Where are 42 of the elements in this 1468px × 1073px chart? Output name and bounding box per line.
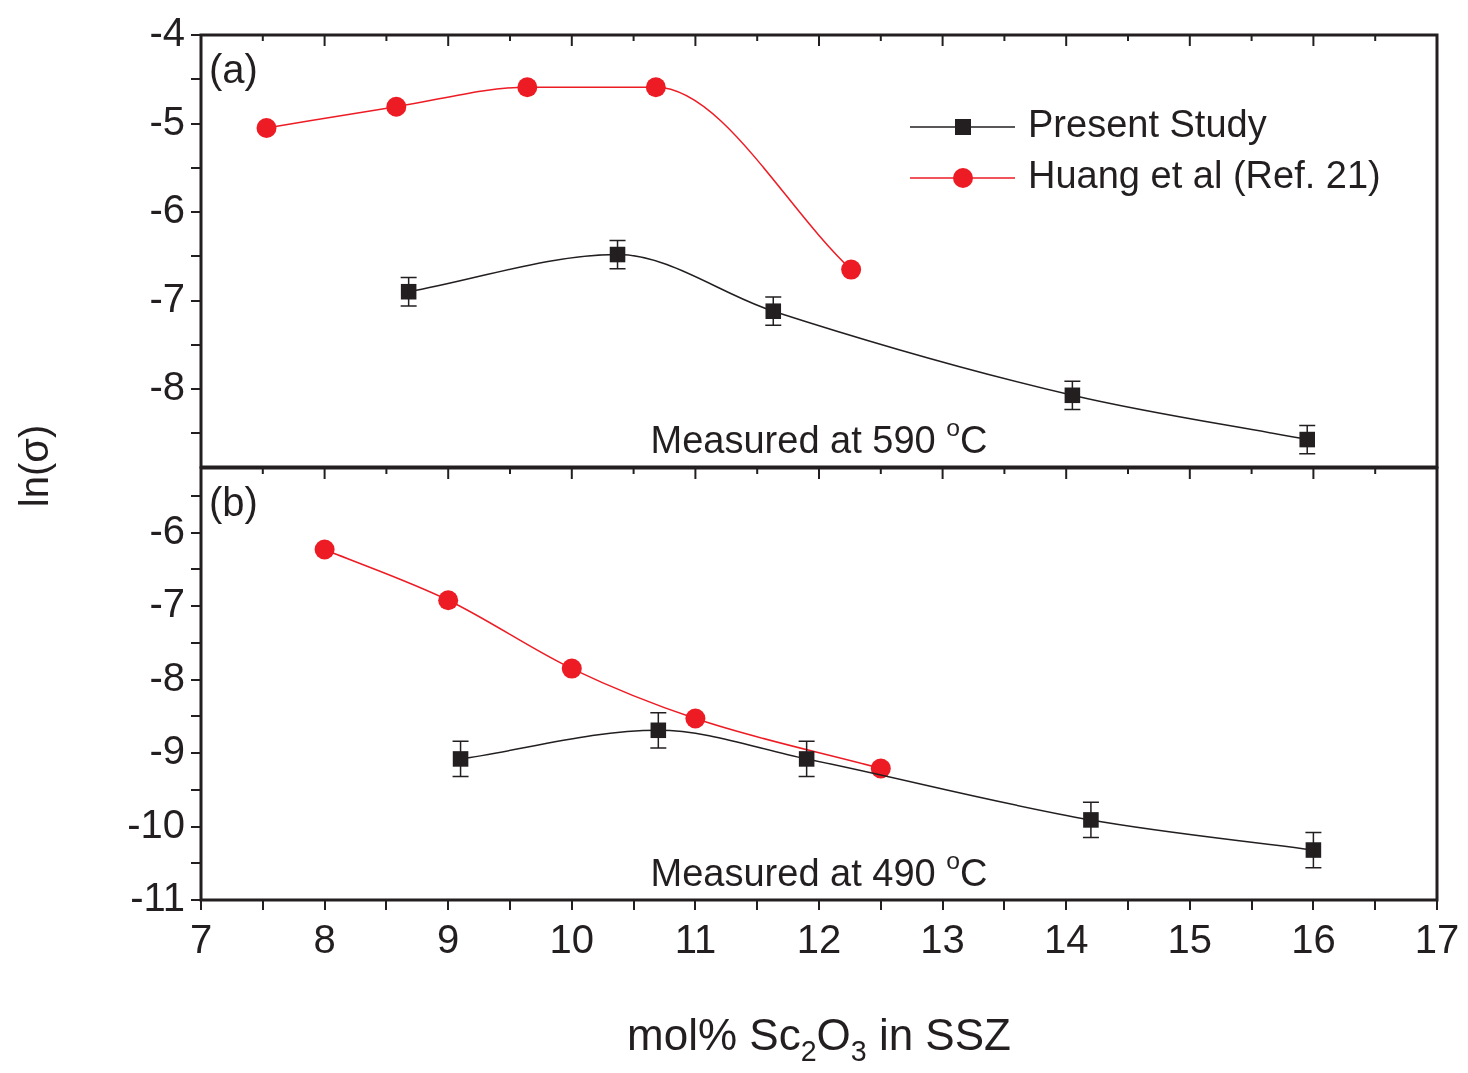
annotation: (b) xyxy=(209,480,258,524)
y-tick-label: -5 xyxy=(149,98,185,143)
y-tick-label: -8 xyxy=(149,654,185,699)
x-tick-label: 8 xyxy=(313,917,336,962)
point xyxy=(870,758,891,779)
y-tick-label: -6 xyxy=(149,507,185,552)
annotation: (a) xyxy=(209,47,258,91)
x-tick-label: 15 xyxy=(1167,917,1213,962)
x-tick-label: 11 xyxy=(674,917,717,962)
legend-label: Huang et al (Ref. 21) xyxy=(1028,154,1381,197)
y-tick-label: -9 xyxy=(149,728,185,773)
x-tick-label: 12 xyxy=(796,917,842,962)
y-tick-label: -7 xyxy=(149,275,185,320)
point xyxy=(438,590,459,611)
y-tick-label: -4 xyxy=(149,10,185,55)
point xyxy=(1083,812,1099,828)
y-tick-label: -8 xyxy=(149,364,185,409)
x-tick-label: 13 xyxy=(920,917,965,962)
point xyxy=(314,539,335,560)
x-tick-label: 14 xyxy=(1043,917,1089,962)
legend-label: Present Study xyxy=(1028,103,1267,146)
y-tick-label: -7 xyxy=(149,581,185,626)
point xyxy=(685,708,706,729)
y-tick-label: -10 xyxy=(127,801,185,846)
point xyxy=(841,259,862,280)
point xyxy=(561,658,582,679)
y-tick-label: -11 xyxy=(130,875,185,920)
x-tick-label: 17 xyxy=(1414,917,1460,962)
x-tick-label: 7 xyxy=(189,917,213,962)
point xyxy=(517,77,538,98)
point xyxy=(645,77,666,98)
point xyxy=(798,751,815,767)
point xyxy=(1305,842,1322,858)
point xyxy=(765,303,782,319)
x-tick-label: 10 xyxy=(549,917,595,962)
y-tick-label: -6 xyxy=(149,187,185,232)
point xyxy=(452,751,469,767)
y-axis-title: ln(σ) xyxy=(11,424,57,508)
point xyxy=(256,117,277,138)
x-tick-label: 16 xyxy=(1291,917,1336,962)
point xyxy=(386,96,407,117)
x-tick-label: 9 xyxy=(437,917,460,962)
